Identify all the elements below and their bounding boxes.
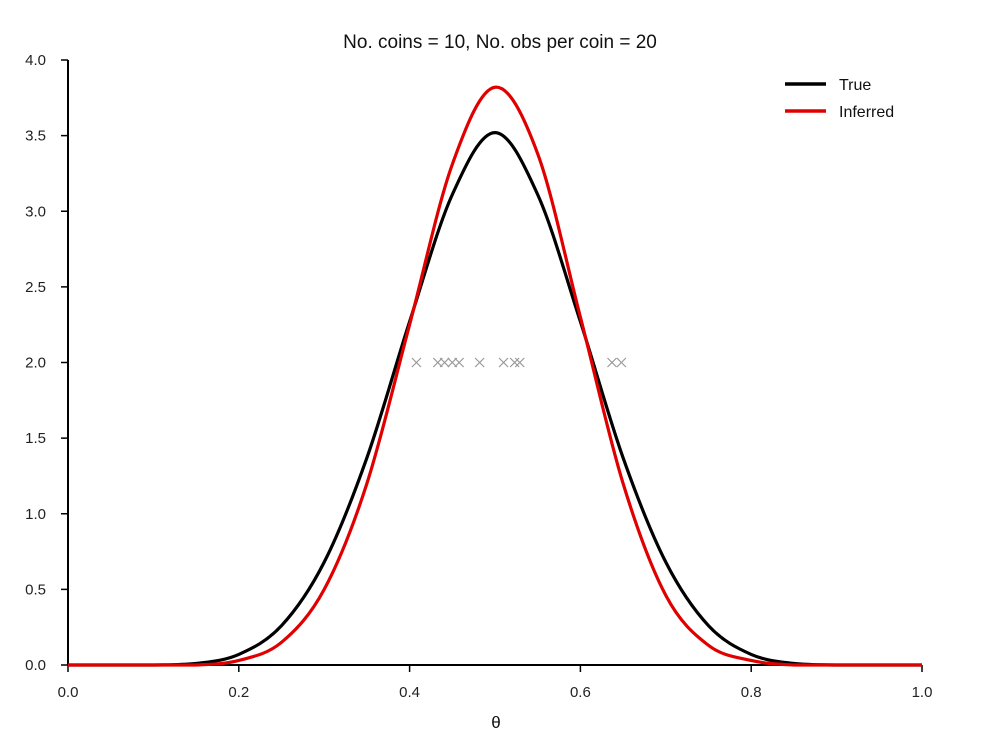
y-tick-label-4: 2.0: [25, 355, 46, 372]
chart-title: No. coins = 10, No. obs per coin = 20: [343, 32, 657, 53]
x-tick-label-0: 0.0: [58, 684, 79, 701]
x-tick-label-3: 0.6: [570, 684, 591, 701]
data-marker-stroke-b: [454, 357, 465, 368]
data-marker-0: [411, 357, 422, 368]
data-marker-stroke-b: [616, 357, 627, 368]
data-marker-stroke-b: [474, 357, 485, 368]
data-marker-5: [474, 357, 485, 368]
x-tick-label-5: 1.0: [912, 684, 933, 701]
data-marker-7: [509, 357, 520, 368]
x-tick-label-1: 0.2: [228, 684, 249, 701]
x-tick-label-2: 0.4: [399, 684, 420, 701]
y-tick-label-2: 1.0: [25, 506, 46, 523]
legend-label-inferred: Inferred: [839, 104, 894, 121]
y-tick-label-3: 1.5: [25, 430, 46, 447]
x-tick-label-4: 0.8: [741, 684, 762, 701]
x-axis-label: θ: [491, 713, 500, 732]
data-marker-10: [616, 357, 627, 368]
y-tick-label-5: 2.5: [25, 279, 46, 296]
y-tick-label-0: 0.0: [25, 657, 46, 674]
data-marker-stroke-b: [411, 357, 422, 368]
data-marker-stroke-b: [514, 357, 525, 368]
data-marker-stroke-b: [498, 357, 509, 368]
data-marker-8: [514, 357, 525, 368]
y-tick-label-6: 3.0: [25, 203, 46, 220]
data-marker-4: [454, 357, 465, 368]
series-layer: [68, 85, 922, 667]
y-tick-label-8: 4.0: [25, 52, 46, 69]
data-marker-stroke-b: [439, 357, 450, 368]
data-marker-stroke-b: [509, 357, 520, 368]
y-tick-label-1: 0.5: [25, 581, 46, 598]
data-marker-9: [607, 357, 617, 368]
data-marker-6: [498, 357, 509, 368]
axes: 0.0 0.2 0.4 0.6 0.8 1.0 0.0 0.5 1.0 1.5 2.0 2.5 3.0 3…: [25, 52, 932, 701]
data-marker-stroke-b: [607, 357, 617, 368]
marker-layer: [411, 357, 627, 368]
legend: True Inferred: [785, 77, 894, 121]
legend-label-true: True: [839, 77, 871, 94]
series-line-inferred: [68, 85, 922, 667]
data-marker-2: [439, 357, 450, 368]
y-tick-label-7: 3.5: [25, 128, 46, 145]
series-line-true: [68, 131, 922, 667]
